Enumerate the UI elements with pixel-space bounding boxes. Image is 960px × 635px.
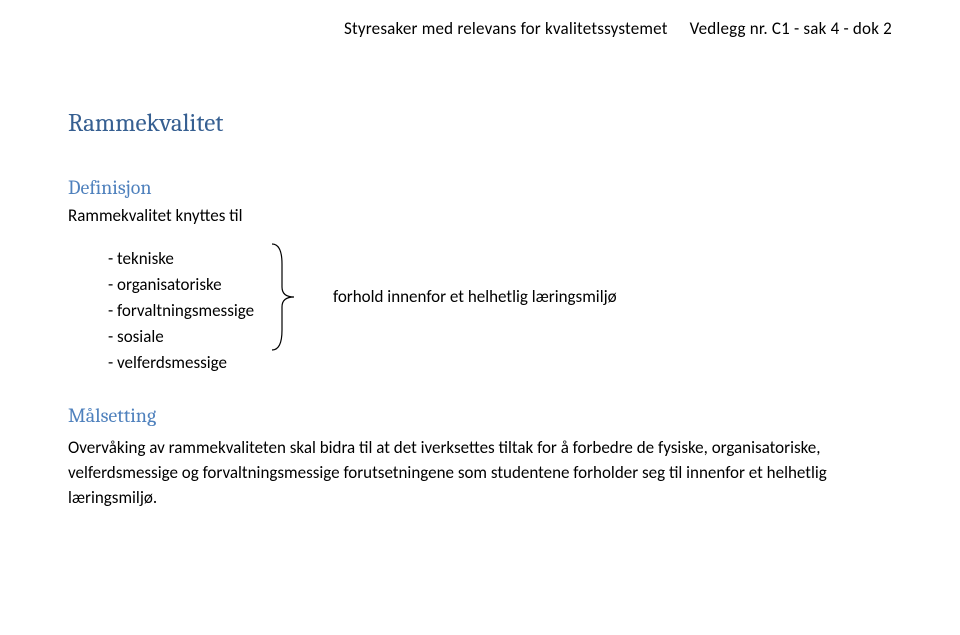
definition-heading: Definisjon bbox=[68, 176, 892, 199]
goal-paragraph: Overvåking av rammekvaliteten skal bidra… bbox=[68, 435, 888, 510]
definition-intro: Rammekvalitet knyttes til bbox=[68, 205, 892, 226]
list-item: - velferdsmessige bbox=[108, 350, 892, 376]
document-page: Styresaker med relevans for kvalitetssys… bbox=[0, 0, 960, 635]
list-item: - sosiale bbox=[108, 324, 892, 350]
page-title: Rammekvalitet bbox=[68, 109, 892, 138]
goal-heading: Målsetting bbox=[68, 404, 892, 427]
page-header: Styresaker med relevans for kvalitetssys… bbox=[68, 18, 892, 39]
header-right-text: Vedlegg nr. C1 - sak 4 - dok 2 bbox=[690, 18, 892, 39]
header-left-text: Styresaker med relevans for kvalitetssys… bbox=[344, 18, 668, 39]
definition-list-block: - tekniske - organisatoriske - forvaltni… bbox=[108, 246, 892, 376]
curly-brace-icon bbox=[268, 242, 298, 352]
brace-label: forhold innenfor et helhetlig læringsmil… bbox=[333, 286, 617, 307]
list-item: - tekniske bbox=[108, 246, 892, 272]
